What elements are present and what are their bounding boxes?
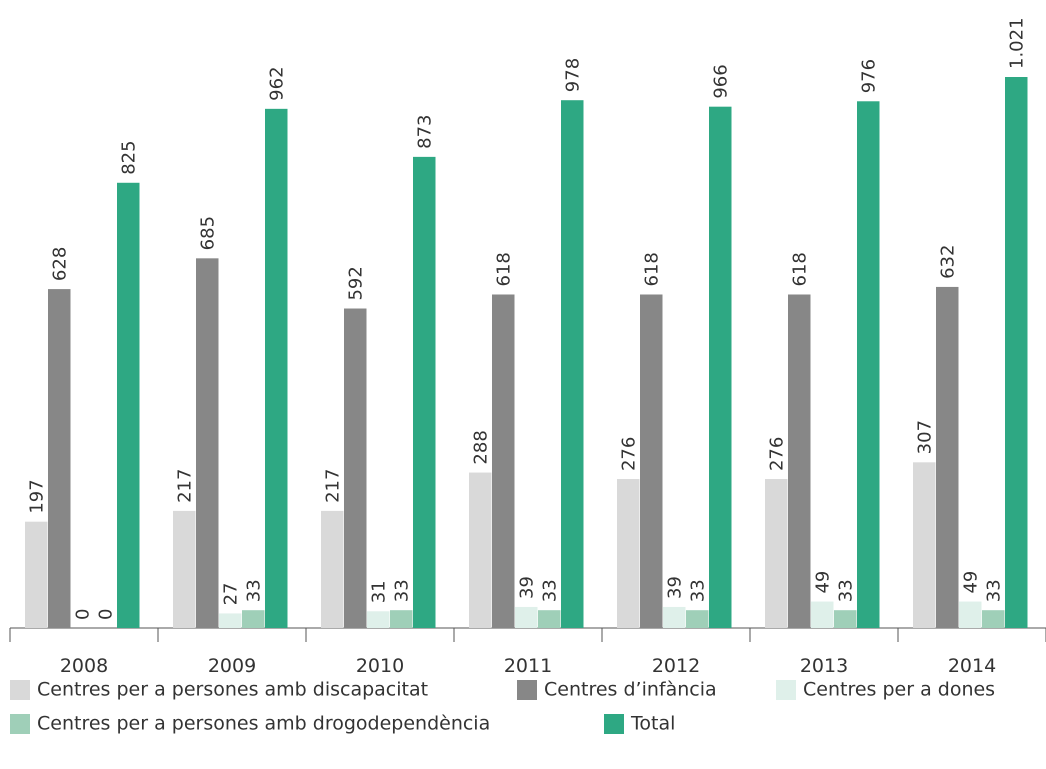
legend-label: Centres per a dones	[803, 679, 995, 701]
bar	[811, 601, 834, 628]
data-label: 27	[221, 583, 242, 606]
data-label: 632	[938, 245, 959, 279]
bar	[561, 100, 584, 628]
data-label: 976	[859, 59, 880, 93]
bar	[390, 610, 413, 628]
data-label: 873	[415, 115, 436, 149]
data-label: 825	[119, 140, 140, 174]
data-label: 39	[517, 576, 538, 599]
bar	[25, 521, 48, 628]
bar	[242, 610, 265, 628]
data-label: 217	[323, 469, 344, 503]
bar	[913, 462, 936, 628]
data-label: 197	[27, 479, 48, 513]
data-label: 1.021	[1007, 17, 1028, 69]
bar	[663, 606, 686, 628]
data-label: 618	[642, 252, 663, 286]
data-label: 0	[96, 609, 117, 620]
bar	[936, 286, 959, 628]
bar	[367, 611, 390, 628]
bar	[709, 106, 732, 628]
legend-label: Centres per a persones amb discapacitat	[37, 679, 428, 701]
bar	[1005, 77, 1028, 628]
legend-label: Centres per a persones amb drogodependèn…	[37, 713, 490, 735]
data-label: 628	[50, 247, 71, 281]
data-label: 685	[198, 216, 219, 250]
legend-swatch	[10, 680, 30, 700]
data-label: 288	[471, 430, 492, 464]
x-tick-label: 2011	[504, 655, 552, 677]
bar	[640, 294, 663, 628]
bar	[321, 510, 344, 628]
bar	[492, 294, 515, 628]
bar	[117, 182, 140, 629]
legend-swatch	[604, 714, 624, 734]
bar	[219, 613, 242, 628]
data-label: 618	[494, 252, 515, 286]
legend-swatch	[517, 680, 537, 700]
bar	[173, 510, 196, 628]
data-label: 49	[961, 571, 982, 594]
bar	[413, 156, 436, 628]
bar	[788, 294, 811, 628]
data-label: 33	[540, 579, 561, 602]
data-label: 962	[267, 66, 288, 100]
data-label: 592	[346, 266, 367, 300]
bar	[617, 479, 640, 628]
data-label: 33	[392, 579, 413, 602]
data-label: 49	[813, 571, 834, 594]
data-label: 33	[244, 579, 265, 602]
data-label: 33	[836, 579, 857, 602]
bar	[196, 258, 219, 628]
legend-swatch	[776, 680, 796, 700]
data-label: 33	[984, 579, 1005, 602]
legend-label: Total	[630, 713, 675, 735]
bar	[834, 610, 857, 628]
data-label: 33	[688, 579, 709, 602]
bar	[265, 108, 288, 629]
x-tick-label: 2009	[208, 655, 256, 677]
data-label: 978	[563, 58, 584, 92]
legend-swatch	[10, 714, 30, 734]
x-tick-label: 2008	[60, 655, 108, 677]
x-tick-label: 2012	[652, 655, 700, 677]
bar	[344, 308, 367, 628]
data-label: 307	[915, 420, 936, 454]
bar	[515, 606, 538, 628]
data-label: 39	[665, 576, 686, 599]
data-label: 31	[369, 580, 390, 603]
data-label: 276	[767, 437, 788, 471]
bar	[765, 479, 788, 628]
data-label: 276	[619, 437, 640, 471]
bar	[959, 601, 982, 628]
data-label: 966	[711, 64, 732, 98]
x-tick-label: 2013	[800, 655, 848, 677]
bar	[469, 472, 492, 628]
data-label: 0	[73, 609, 94, 620]
bar	[48, 289, 71, 628]
bar	[686, 610, 709, 628]
data-label: 618	[790, 252, 811, 286]
bar	[538, 610, 561, 628]
x-tick-label: 2014	[948, 655, 996, 677]
bar	[857, 101, 880, 628]
legend-label: Centres d’infància	[544, 679, 717, 701]
x-tick-label: 2010	[356, 655, 404, 677]
bar	[982, 610, 1005, 628]
data-label: 217	[175, 469, 196, 503]
